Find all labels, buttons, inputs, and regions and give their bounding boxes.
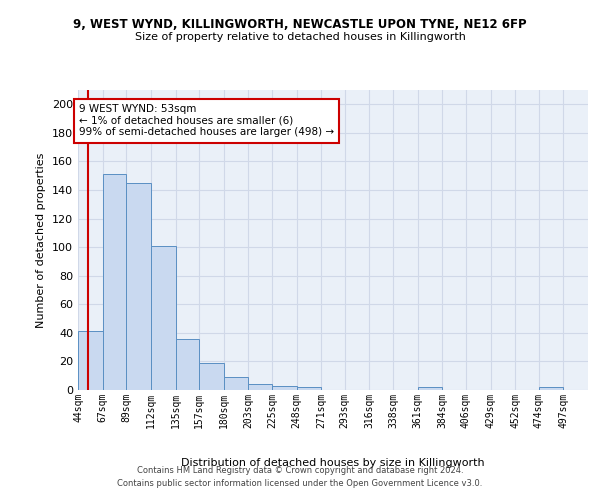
Text: 9 WEST WYND: 53sqm
← 1% of detached houses are smaller (6)
99% of semi-detached : 9 WEST WYND: 53sqm ← 1% of detached hous…: [79, 104, 334, 138]
Bar: [78, 332, 103, 390]
Bar: [248, 384, 272, 390]
Text: Distribution of detached houses by size in Killingworth: Distribution of detached houses by size …: [181, 458, 485, 468]
Bar: [539, 387, 563, 390]
Text: Contains HM Land Registry data © Crown copyright and database right 2024.
Contai: Contains HM Land Registry data © Crown c…: [118, 466, 482, 487]
Bar: [224, 377, 248, 390]
Bar: [296, 387, 321, 390]
Bar: [418, 387, 442, 390]
Bar: [176, 338, 199, 390]
Bar: [151, 246, 176, 390]
Text: 9, WEST WYND, KILLINGWORTH, NEWCASTLE UPON TYNE, NE12 6FP: 9, WEST WYND, KILLINGWORTH, NEWCASTLE UP…: [73, 18, 527, 30]
Bar: [126, 183, 151, 390]
Bar: [199, 363, 224, 390]
Text: Size of property relative to detached houses in Killingworth: Size of property relative to detached ho…: [134, 32, 466, 42]
Y-axis label: Number of detached properties: Number of detached properties: [37, 152, 46, 328]
Bar: [272, 386, 296, 390]
Bar: [103, 174, 126, 390]
